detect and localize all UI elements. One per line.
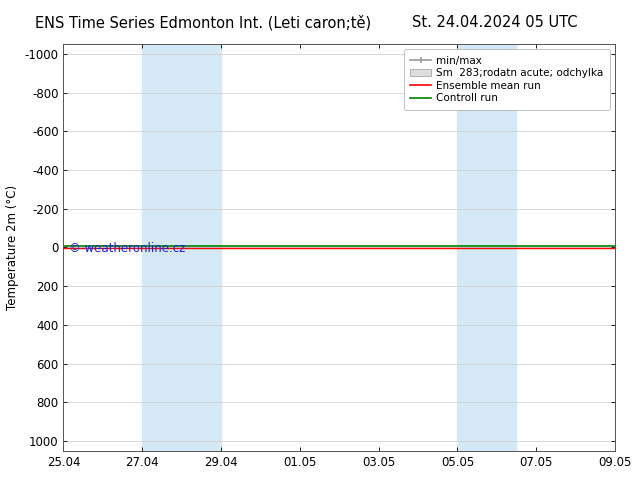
Text: ENS Time Series Edmonton Int. (Leti caron;tě): ENS Time Series Edmonton Int. (Leti caro… xyxy=(35,15,371,30)
Text: St. 24.04.2024 05 UTC: St. 24.04.2024 05 UTC xyxy=(411,15,578,30)
Bar xyxy=(142,44,221,451)
Text: © weatheronline.cz: © weatheronline.cz xyxy=(69,242,185,255)
Bar xyxy=(457,44,517,451)
Legend: min/max, Sm  283;rodatn acute; odchylka, Ensemble mean run, Controll run: min/max, Sm 283;rodatn acute; odchylka, … xyxy=(404,49,610,110)
Y-axis label: Temperature 2m (°C): Temperature 2m (°C) xyxy=(6,185,19,310)
